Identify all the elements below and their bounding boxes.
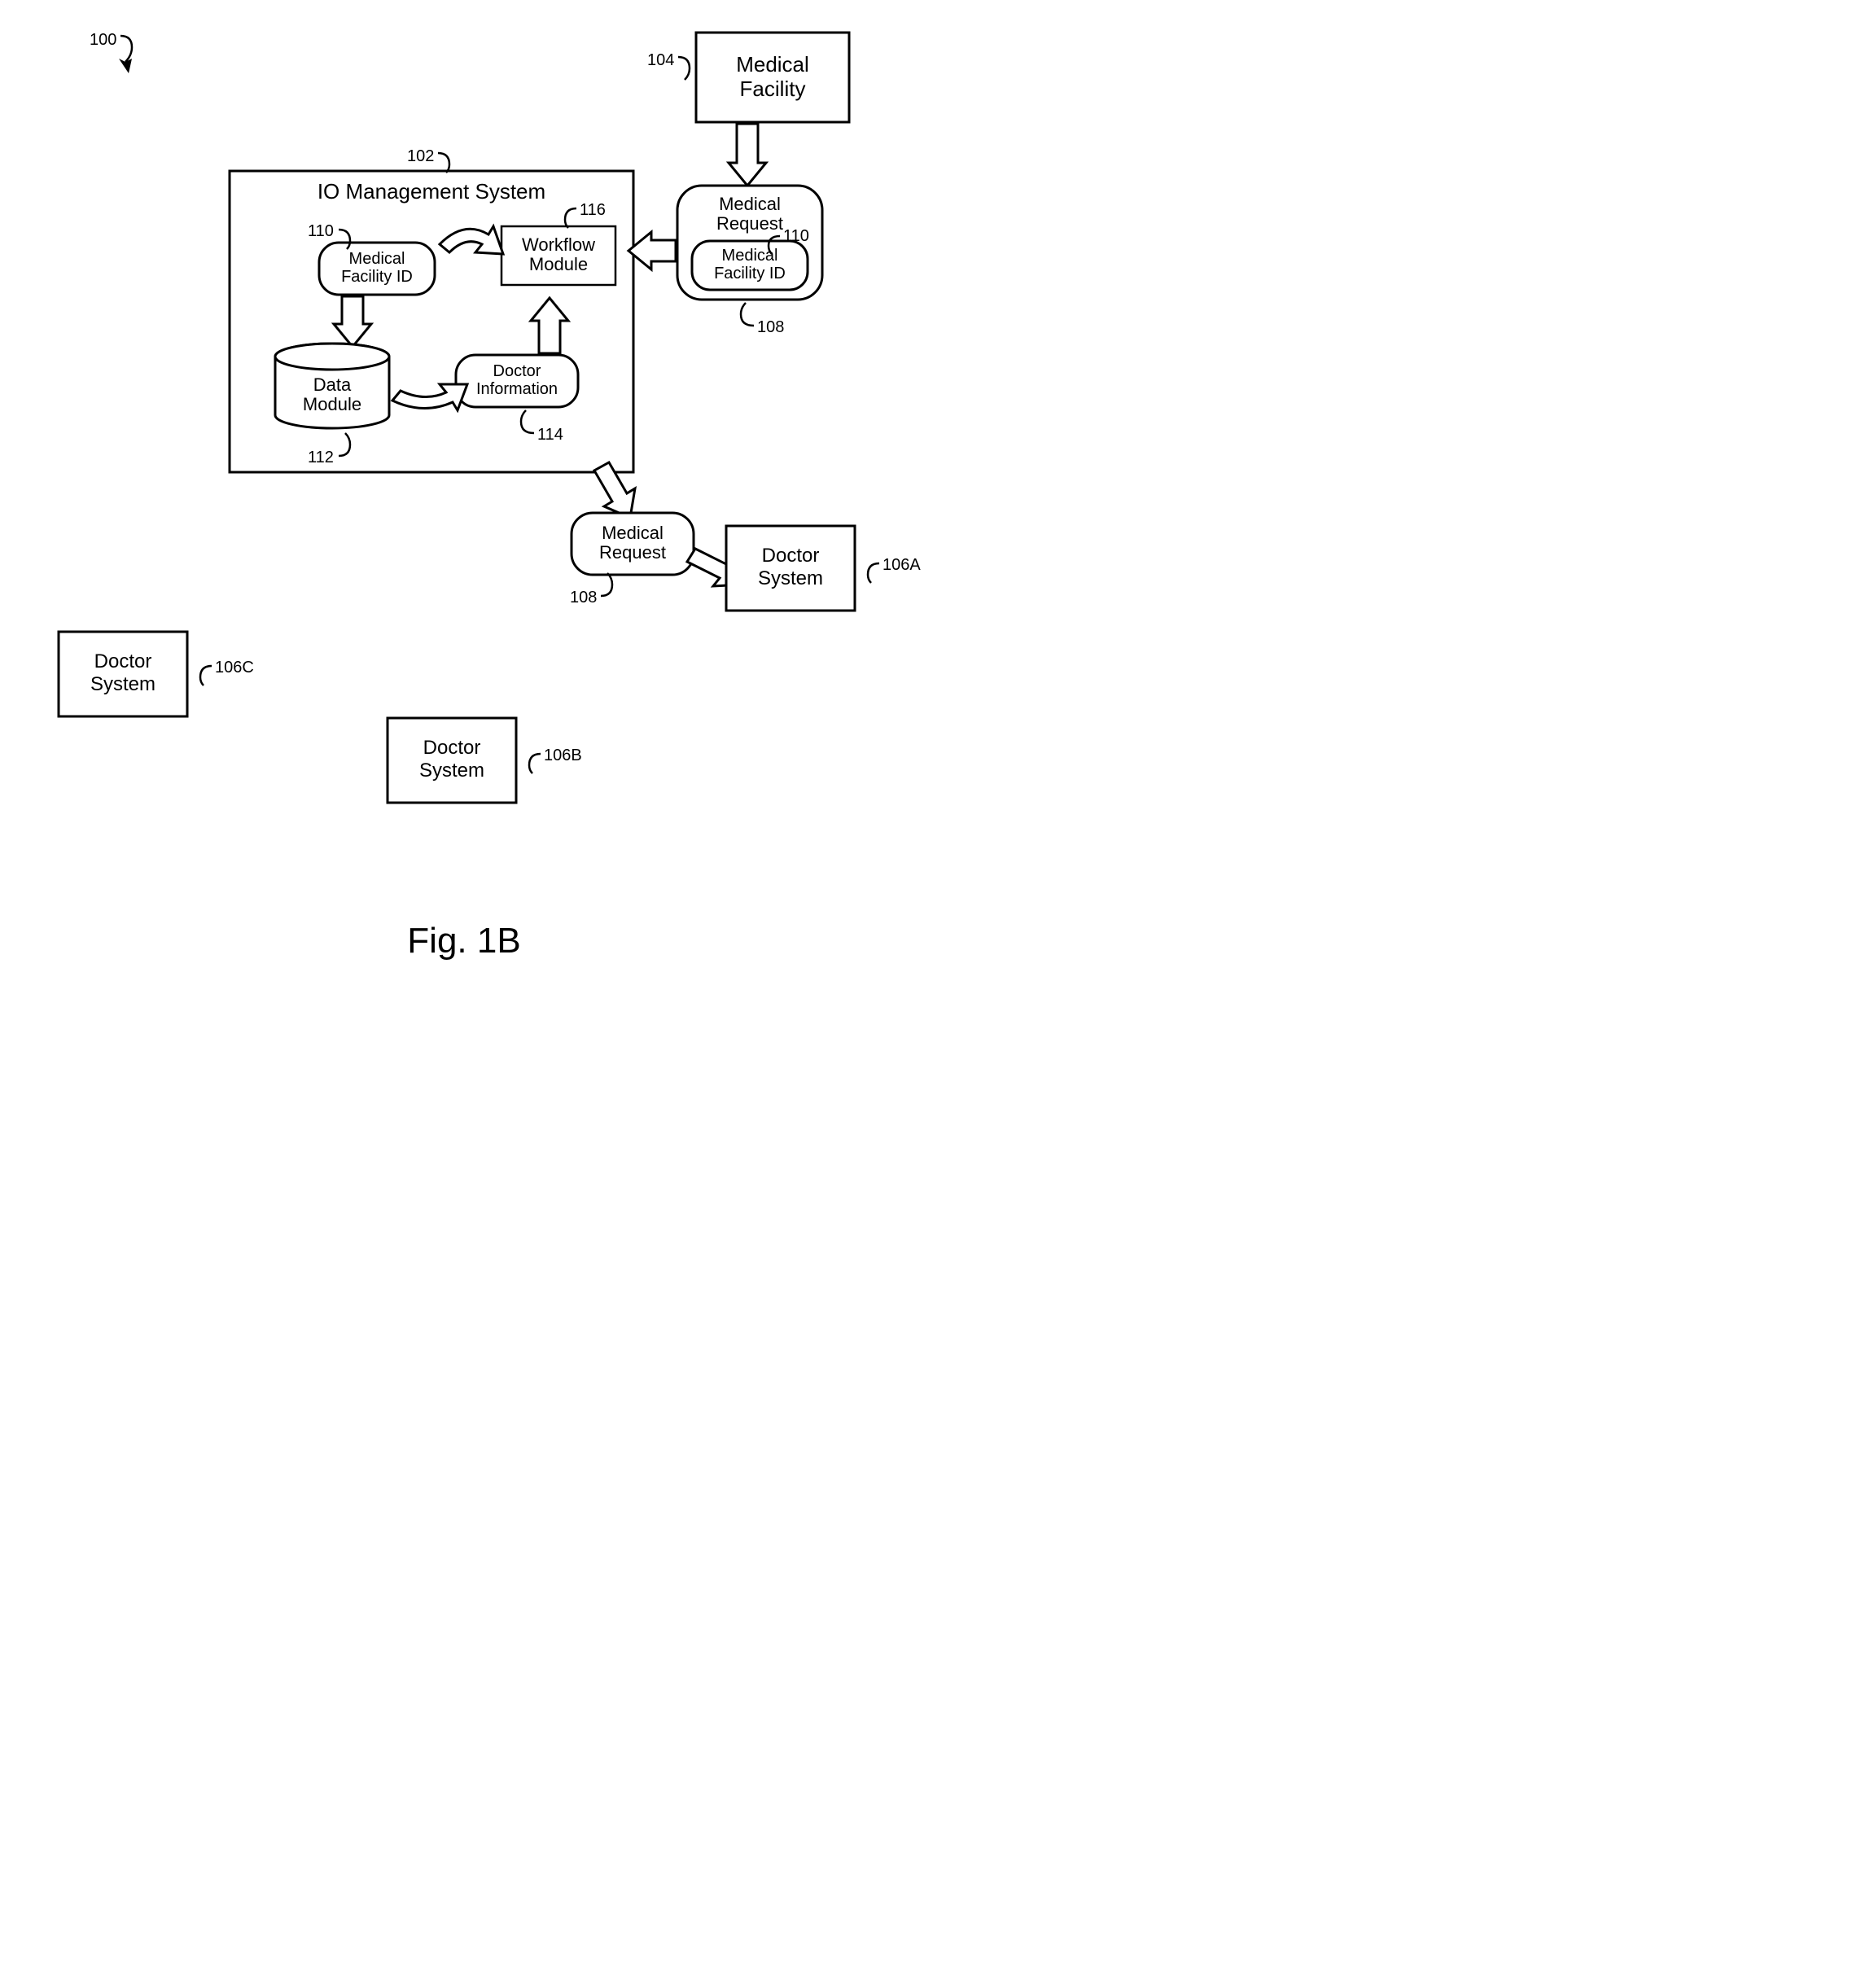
doctor-sys-a-l2: System — [758, 567, 823, 589]
medfac-id-in-l1: Medical — [349, 250, 405, 268]
io-system-title: IO Management System — [318, 179, 545, 204]
ref-112: 112 — [308, 449, 334, 466]
doctor-sys-b-l2: System — [419, 760, 484, 782]
medfac-id-r-l2: Facility ID — [714, 265, 786, 282]
ref-108-lower: 108 — [570, 589, 597, 606]
ref-108-right-hook — [741, 303, 754, 326]
doctor-sys-a-l1: Doctor — [762, 545, 820, 567]
ref-108-lower-hook — [601, 573, 612, 596]
ref-104-hook — [678, 57, 690, 80]
workflow-l2: Module — [529, 254, 588, 274]
doctor-sys-c-l1: Doctor — [94, 650, 152, 672]
medfac-id-inside: Medical Facility ID — [319, 243, 435, 295]
med-request-low-l1: Medical — [602, 523, 664, 543]
figure-caption: Fig. 1B — [407, 921, 520, 961]
workflow-l1: Workflow — [522, 234, 595, 255]
doctor-sys-c-l2: System — [90, 673, 155, 695]
ref-106B-hook — [529, 754, 541, 773]
ref-102-hook — [438, 153, 449, 173]
ref-104: 104 — [647, 51, 674, 69]
medical-facility-label-1: Medical — [736, 52, 809, 77]
ref-106C-hook — [200, 666, 212, 685]
med-request-low-l2: Request — [599, 542, 666, 563]
doctor-sys-b-l1: Doctor — [423, 737, 481, 759]
doctor-info-l2: Information — [476, 380, 558, 398]
ref-106A-hook — [868, 563, 879, 583]
ref-106A: 106A — [883, 556, 921, 574]
medfac-id-in-l2: Facility ID — [341, 268, 413, 286]
medical-request-lower: Medical Request — [572, 513, 694, 575]
ref-110-right: 110 — [783, 227, 809, 245]
ref-116: 116 — [580, 201, 606, 219]
ref-106C: 106C — [215, 659, 254, 677]
ref-110-inside: 110 — [308, 222, 334, 240]
med-request-r-l1: Medical — [719, 194, 781, 214]
ref-114: 114 — [537, 426, 563, 444]
data-module-cylinder: Data Module — [275, 344, 389, 428]
ref-100: 100 — [90, 31, 116, 49]
io-system-box — [230, 171, 633, 472]
ref-102: 102 — [407, 147, 434, 165]
doctor-info-bubble: Doctor Information — [456, 355, 578, 407]
data-module-l1: Data — [313, 374, 352, 395]
med-request-r-l2: Request — [716, 213, 783, 234]
medical-facility-label-2: Facility — [740, 77, 806, 101]
doctor-info-l1: Doctor — [493, 362, 541, 380]
ref-106B: 106B — [544, 747, 582, 764]
ref-108-right: 108 — [757, 318, 784, 336]
arrow-facility-to-request — [729, 124, 766, 186]
arrow-request-to-workflow — [628, 232, 676, 269]
data-module-l2: Module — [303, 394, 361, 414]
ref-100-hook — [120, 36, 132, 62]
